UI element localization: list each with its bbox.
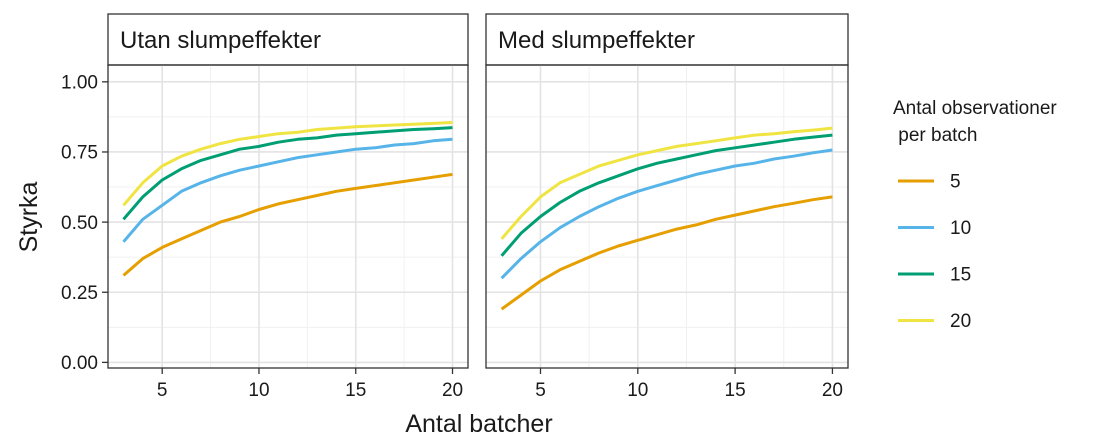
- panel: Med slumpeffekter 5 10 15 20: [485, 13, 849, 401]
- strip-background: [107, 13, 469, 66]
- x-tick-label: 10: [248, 380, 269, 401]
- strip-label: Utan slumpeffekter: [120, 27, 321, 54]
- y-tick-label: 0.25: [61, 283, 98, 304]
- series-line-20: [122, 121, 453, 207]
- series-line-10: [122, 137, 453, 243]
- legend-title: per batch: [893, 125, 978, 146]
- legend-label: 10: [950, 218, 971, 239]
- x-tick-label: 5: [535, 380, 546, 401]
- x-tick-label: 20: [442, 380, 463, 401]
- panel-border: [107, 64, 469, 369]
- series-line-10: [500, 148, 833, 280]
- series-line-5: [500, 195, 833, 311]
- legend-label: 20: [950, 311, 971, 332]
- series-line-5: [122, 172, 453, 277]
- panel: Utan slumpeffekter 5 10 15 20 0.00 0.25 0.50 0.7…: [61, 13, 469, 401]
- y-tick-label: 0.50: [61, 213, 98, 234]
- legend-label: 5: [950, 172, 961, 193]
- y-tick-label: 0.75: [61, 143, 98, 164]
- legend-label: 15: [950, 265, 971, 286]
- y-tick-label: 0.00: [61, 353, 98, 374]
- y-axis-title: Styrka: [15, 181, 43, 252]
- x-tick-label: 15: [345, 380, 366, 401]
- strip-background: [485, 13, 849, 66]
- series-line-15: [500, 133, 833, 257]
- panel-border: [485, 64, 849, 369]
- x-axis-title: Antal batcher: [405, 410, 552, 436]
- x-tick-label: 10: [627, 380, 648, 401]
- series-line-20: [500, 126, 833, 240]
- x-tick-label: 15: [725, 380, 746, 401]
- x-tick-label: 20: [822, 380, 843, 401]
- panels-layer: Utan slumpeffekter 5 10 15 20 0.00 0.25 0.50 0.7…: [61, 13, 849, 401]
- legend-title: Antal observationer: [893, 98, 1057, 119]
- x-tick-label: 5: [157, 380, 168, 401]
- strip-label: Med slumpeffekter: [498, 27, 695, 54]
- legend: Antal observationer per batch 5 10 15 20: [893, 98, 1057, 332]
- y-tick-label: 1.00: [61, 72, 98, 93]
- series-line-15: [122, 126, 453, 221]
